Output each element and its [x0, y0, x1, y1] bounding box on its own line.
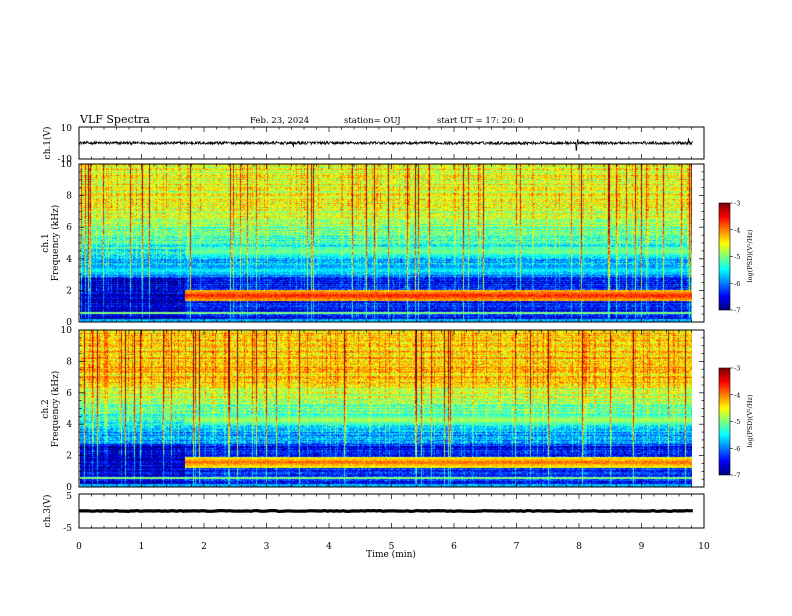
ch1-colorbar-ticks: -3 -4 -5 -6 -7: [730, 200, 740, 315]
time-axis-label: Time (min): [366, 549, 416, 560]
ch1-colorbar-label: log(PSD)(V²/Hz): [746, 229, 754, 282]
time-tick-label-2: 2: [201, 542, 207, 552]
ch1-spectrogram-ylabel-channel: ch.1: [41, 233, 51, 252]
time-tick-label-9: 9: [639, 542, 645, 552]
ch2-spectrogram-yticks: 0 2 4 6 8 10: [61, 326, 704, 493]
ch3-waveform-trace: [78, 508, 693, 514]
ch3-waveform-ylabel: ch.3(V): [42, 495, 53, 528]
time-tick-label-0: 0: [76, 542, 82, 552]
ch2-colorbar-tick-label--5: -5: [734, 418, 740, 426]
ch2-colorbar-label: log(PSD)(V²/Hz): [746, 394, 754, 447]
ch1-waveform-panel: 10 -10 ch.1(V): [42, 124, 705, 165]
header-start-time: start UT = 17: 20: 0: [437, 116, 524, 126]
ch2-spectrogram-ylabel-frequency: Frequency (kHz): [50, 371, 61, 448]
ch1-spectrogram-xticks: [78, 164, 705, 322]
ch1-spectrogram-image: [80, 164, 692, 322]
ch2-spec-ytick-label-0: 0: [66, 483, 72, 493]
time-tick-label-1: 1: [139, 542, 145, 552]
ch2-spectrogram-xticks: [78, 330, 705, 487]
ch1-spectrogram-ylabel-frequency: Frequency (kHz): [50, 205, 61, 282]
ch2-colorbar-ticks: -3 -4 -5 -6 -7: [730, 365, 740, 480]
ch1-spec-ytick-label-4: 4: [66, 255, 72, 265]
time-tick-label-3: 3: [264, 542, 270, 552]
ch1-colorbar-tick-label--4: -4: [734, 226, 740, 234]
ch1-spec-ytick-label-2: 2: [66, 286, 72, 296]
time-tick-label-8: 8: [576, 542, 582, 552]
time-tick-label-6: 6: [451, 542, 457, 552]
ch1-spec-ytick-label-6: 6: [66, 223, 72, 233]
figure-title: VLF Spectra: [79, 113, 150, 126]
ch3-waveform-panel: 5 -5 ch.3(V): [42, 492, 705, 534]
ch1-colorbar-tick-label--6: -6: [734, 280, 740, 288]
ch2-spec-ytick-label-2: 2: [66, 452, 72, 462]
time-tick-label-10: 10: [698, 542, 710, 552]
ch1-ytick-bottom: -10: [58, 155, 73, 165]
time-tick-label-7: 7: [514, 542, 520, 552]
ch2-spec-ytick-label-4: 4: [66, 420, 72, 430]
ch1-colorbar-tick-label--3: -3: [734, 200, 740, 208]
ch2-spectrogram-ylabel-channel: ch.2: [41, 399, 51, 418]
ch2-spec-ytick-label-10: 10: [61, 326, 73, 336]
time-tick-label-4: 4: [326, 542, 332, 552]
header-date: Feb. 23, 2024: [250, 116, 309, 126]
ch1-colorbar-gradient: [719, 203, 730, 310]
ch2-colorbar-tick-label--7: -7: [734, 472, 740, 480]
ch2-colorbar-tick-label--3: -3: [734, 365, 740, 373]
ch1-colorbar-tick-label--7: -7: [734, 307, 740, 315]
ch2-spec-ytick-label-8: 8: [66, 357, 72, 367]
ch1-xticks: [78, 127, 705, 159]
ch2-colorbar-tick-label--4: -4: [734, 391, 740, 399]
ch3-ytick-bottom: -5: [63, 524, 72, 534]
ch2-spectrogram-image: [80, 330, 692, 487]
ch1-ytick-top: 10: [61, 124, 73, 134]
ch3-xticks: [78, 494, 705, 528]
ch2-colorbar-gradient: [719, 368, 730, 475]
ch1-waveform-trace: [79, 138, 694, 151]
header-station: station= OUJ: [344, 116, 401, 126]
ch2-colorbar-tick-label--6: -6: [734, 445, 740, 453]
ch1-spec-ytick-label-8: 8: [66, 192, 72, 202]
ch2-spec-ytick-label-6: 6: [66, 389, 72, 399]
time-axis-tick-labels: 0 1 2 3 4 5 6 7 8 9 10: [76, 542, 710, 552]
ch1-spectrogram-yticks: 0 2 4 6 8 10: [61, 160, 704, 328]
ch1-spec-ytick-label-0: 0: [66, 318, 72, 328]
ch3-ytick-top: 5: [66, 492, 72, 502]
ch1-colorbar-tick-label--5: -5: [734, 253, 740, 261]
ch1-waveform-ylabel: ch.1(V): [42, 127, 53, 160]
ch1-spec-ytick-label-10: 10: [61, 160, 73, 170]
time-tick-label-5: 5: [389, 542, 395, 552]
